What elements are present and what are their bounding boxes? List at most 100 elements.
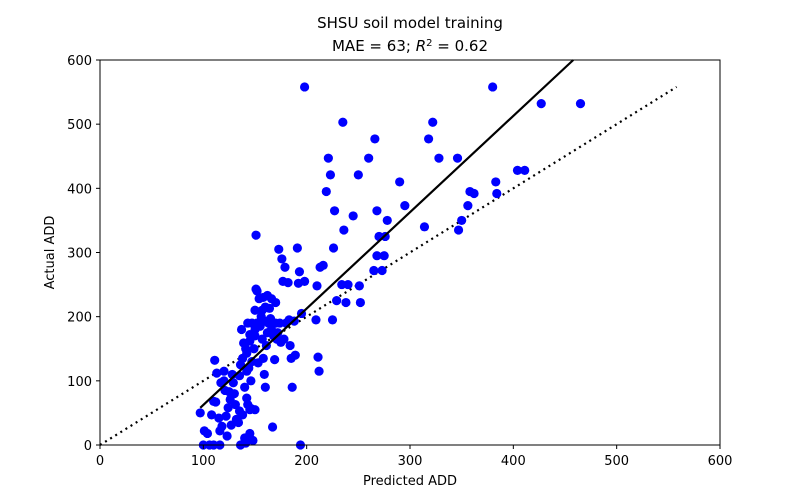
data-point (258, 353, 268, 363)
data-point (260, 382, 270, 392)
data-point (328, 243, 339, 253)
data-point (536, 99, 546, 109)
data-point (207, 410, 217, 420)
data-point (248, 435, 258, 446)
data-point (311, 315, 321, 325)
data-point (452, 153, 463, 163)
data-point (379, 251, 389, 261)
data-point (377, 265, 387, 276)
data-point (223, 403, 233, 413)
data-point (280, 262, 290, 272)
data-point (292, 243, 302, 253)
data-point (463, 201, 473, 211)
data-point (353, 170, 363, 180)
plot-frame (99, 59, 721, 446)
data-point (341, 297, 351, 308)
data-point (249, 344, 259, 354)
data-point (219, 366, 229, 376)
data-point (312, 281, 322, 291)
subtitle-exp: 2 (426, 38, 432, 49)
data-point (372, 251, 382, 261)
data-point (221, 411, 231, 421)
data-point (285, 340, 295, 351)
y-tick-label: 200 (67, 311, 92, 326)
data-point (332, 296, 342, 306)
data-marks (99, 59, 678, 450)
data-point (217, 421, 227, 431)
x-tick-label: 100 (191, 454, 216, 469)
data-point (264, 303, 275, 313)
data-point (271, 297, 281, 308)
y-axis-ticks: 0 100 200 300 400 500 600 (67, 54, 100, 454)
data-point (338, 117, 348, 127)
data-point (339, 225, 349, 235)
data-point (318, 260, 328, 270)
y-tick-label: 0 (84, 439, 92, 454)
data-point (250, 331, 260, 341)
y-tick-label: 500 (67, 118, 92, 133)
data-point (300, 82, 310, 92)
data-point (364, 153, 374, 163)
y-tick-label: 100 (67, 375, 92, 390)
chart-subtitle: MAE = 63; R2 = 0.62 (332, 37, 488, 55)
data-point (329, 206, 340, 216)
data-point (238, 410, 248, 420)
data-point (327, 315, 338, 325)
data-point (343, 279, 353, 290)
data-point (294, 267, 305, 277)
data-point (400, 201, 410, 211)
data-point (242, 348, 252, 358)
data-point (512, 165, 523, 175)
data-point (210, 355, 220, 365)
fit-line (199, 59, 575, 409)
y-tick-label: 300 (67, 247, 92, 262)
data-point (428, 117, 438, 127)
data-point (492, 188, 502, 199)
data-point (252, 286, 262, 296)
data-point (313, 352, 323, 362)
data-point (222, 431, 232, 441)
data-point (575, 99, 586, 109)
data-point (369, 265, 379, 276)
data-point (212, 368, 222, 378)
data-point (348, 211, 358, 221)
data-point (283, 278, 293, 288)
x-tick-label: 300 (398, 454, 423, 469)
data-point (214, 413, 224, 423)
data-point (434, 153, 444, 163)
x-axis-label: Predicted ADD (363, 474, 457, 489)
data-point (372, 206, 382, 216)
data-point (491, 177, 501, 187)
data-point (240, 382, 250, 392)
y-tick-label: 400 (67, 182, 92, 197)
data-point (354, 281, 364, 291)
data-point (457, 215, 467, 226)
x-tick-label: 500 (604, 454, 629, 469)
identity-line (99, 86, 678, 446)
data-point (202, 428, 213, 439)
subtitle-prefix: MAE = 63; (332, 37, 416, 55)
x-tick-label: 0 (96, 454, 104, 469)
data-point (267, 422, 278, 432)
subtitle-suffix: = 0.62 (433, 37, 489, 55)
chart-title: SHSU soil model training (317, 14, 503, 32)
data-point (314, 366, 324, 376)
data-point (321, 186, 331, 197)
x-axis-ticks: 0 100 200 300 400 500 600 (96, 445, 732, 469)
data-point (279, 334, 289, 344)
data-point (233, 417, 244, 428)
data-point (246, 376, 256, 386)
data-point (211, 397, 221, 407)
data-point (419, 222, 430, 232)
subtitle-r: R (416, 37, 426, 55)
data-point (395, 177, 405, 187)
data-point (195, 408, 205, 418)
data-point (325, 170, 336, 180)
y-axis-label: Actual ADD (43, 216, 58, 290)
data-point (424, 134, 434, 144)
data-point (273, 328, 283, 338)
data-point (355, 297, 365, 308)
data-point (274, 244, 284, 254)
data-point (323, 153, 333, 163)
